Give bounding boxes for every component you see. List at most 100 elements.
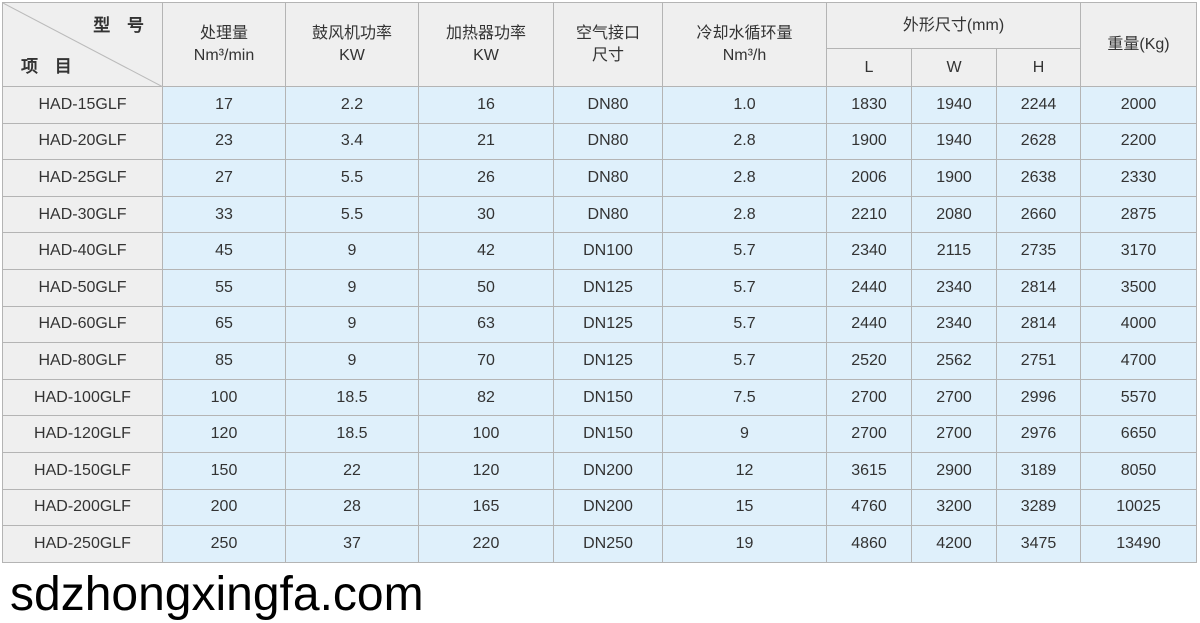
table-cell: 22 — [285, 451, 419, 490]
dim-w-header: W — [911, 48, 997, 87]
table-row: HAD-100GLF 100 18.5 82 DN150 7.5 2700 2700 2996 5… — [2, 378, 1197, 417]
table-cell: DN125 — [553, 305, 663, 344]
table-cell: 250 — [162, 525, 286, 563]
table-cell: 28 — [285, 488, 419, 527]
dims-header: 外形尺寸(mm) — [826, 2, 1081, 49]
table-cell: 2996 — [996, 378, 1081, 417]
table-cell: 9 — [285, 305, 419, 344]
table-cell: 5.5 — [285, 159, 419, 197]
corner-top-label: 型 号 — [93, 16, 150, 35]
model-cell: HAD-15GLF — [2, 86, 163, 124]
table-cell: DN125 — [553, 342, 663, 380]
table-cell: 4200 — [911, 525, 997, 563]
model-cell: HAD-25GLF — [2, 159, 163, 197]
table-cell: 63 — [418, 305, 554, 344]
table-cell: 1940 — [911, 86, 997, 124]
table-cell: 23 — [162, 122, 286, 161]
table-cell: 18.5 — [285, 378, 419, 417]
table-cell: 18.5 — [285, 415, 419, 453]
table-row: HAD-25GLF 27 5.5 26 DN80 2.8 2006 1900 2638 2330 — [2, 159, 1197, 197]
table-cell: 3615 — [826, 451, 912, 490]
table-row: HAD-20GLF 23 3.4 21 DN80 2.8 1900 1940 2628 2200 — [2, 122, 1197, 161]
model-cell: HAD-20GLF — [2, 122, 163, 161]
table-cell: 2700 — [911, 378, 997, 417]
table-cell: 33 — [162, 195, 286, 234]
table-cell: 2340 — [911, 305, 997, 344]
table-cell: 2330 — [1080, 159, 1197, 197]
watermark: sdzhongxingfa.com — [10, 567, 424, 621]
table-row: HAD-50GLF 55 9 50 DN125 5.7 2440 2340 2814 3500 — [2, 268, 1197, 307]
table-cell: 10025 — [1080, 488, 1197, 527]
model-cell: HAD-200GLF — [2, 488, 163, 527]
table-cell: 2976 — [996, 415, 1081, 453]
table-cell: 9 — [285, 232, 419, 270]
table-cell: 4700 — [1080, 342, 1197, 380]
table-cell: 45 — [162, 232, 286, 270]
table-cell: 1940 — [911, 122, 997, 161]
col-header: 空气接口 尺寸 — [553, 2, 663, 87]
model-cell: HAD-100GLF — [2, 378, 163, 417]
table-cell: 55 — [162, 268, 286, 307]
table-cell: 5.7 — [662, 305, 827, 344]
table-cell: 4000 — [1080, 305, 1197, 344]
table-cell: 3.4 — [285, 122, 419, 161]
table-cell: 2900 — [911, 451, 997, 490]
table-cell: 100 — [162, 378, 286, 417]
table-cell: 2751 — [996, 342, 1081, 380]
table-cell: 26 — [418, 159, 554, 197]
table-cell: DN150 — [553, 415, 663, 453]
table-cell: 82 — [418, 378, 554, 417]
table-row: HAD-40GLF 45 9 42 DN100 5.7 2340 2115 2735 3170 — [2, 232, 1197, 270]
table-cell: DN80 — [553, 86, 663, 124]
weight-header: 重量(Kg) — [1080, 2, 1197, 87]
table-cell: 13490 — [1080, 525, 1197, 563]
table-cell: 5.7 — [662, 232, 827, 270]
table-cell: 2340 — [826, 232, 912, 270]
table-row: HAD-30GLF 33 5.5 30 DN80 2.8 2210 2080 2660 2875 — [2, 195, 1197, 234]
table-row: HAD-80GLF 85 9 70 DN125 5.7 2520 2562 2751 4700 — [2, 342, 1197, 380]
table-cell: 2000 — [1080, 86, 1197, 124]
model-cell: HAD-40GLF — [2, 232, 163, 270]
table-cell: 2700 — [826, 378, 912, 417]
table-cell: DN150 — [553, 378, 663, 417]
table-cell: 2562 — [911, 342, 997, 380]
table-cell: 2875 — [1080, 195, 1197, 234]
table-cell: 2115 — [911, 232, 997, 270]
table-cell: DN80 — [553, 122, 663, 161]
table-cell: 3289 — [996, 488, 1081, 527]
table-cell: 2700 — [826, 415, 912, 453]
dim-h-header: H — [996, 48, 1081, 87]
table-cell: 9 — [662, 415, 827, 453]
table-cell: 1.0 — [662, 86, 827, 124]
table-cell: 30 — [418, 195, 554, 234]
table-cell: 12 — [662, 451, 827, 490]
table-cell: 50 — [418, 268, 554, 307]
table-cell: 4860 — [826, 525, 912, 563]
table-row: HAD-60GLF 65 9 63 DN125 5.7 2440 2340 2814 4000 — [2, 305, 1197, 344]
model-cell: HAD-250GLF — [2, 525, 163, 563]
table-cell: 16 — [418, 86, 554, 124]
model-cell: HAD-150GLF — [2, 451, 163, 490]
table-cell: 2210 — [826, 195, 912, 234]
table-cell: 9 — [285, 268, 419, 307]
table-cell: DN100 — [553, 232, 663, 270]
corner-header: 型 号 项 目 — [2, 2, 163, 87]
table-cell: 1900 — [826, 122, 912, 161]
table-cell: 2006 — [826, 159, 912, 197]
table-cell: 21 — [418, 122, 554, 161]
table-cell: 2.8 — [662, 159, 827, 197]
table-cell: DN250 — [553, 525, 663, 563]
table-cell: 37 — [285, 525, 419, 563]
table-cell: 3189 — [996, 451, 1081, 490]
table-cell: 165 — [418, 488, 554, 527]
col-header: 冷却水循环量 Nm³/h — [662, 2, 827, 87]
table-cell: 2200 — [1080, 122, 1197, 161]
table-cell: 3475 — [996, 525, 1081, 563]
corner-bottom-label: 项 目 — [21, 57, 78, 76]
table-cell: 2628 — [996, 122, 1081, 161]
table-cell: DN200 — [553, 488, 663, 527]
model-cell: HAD-120GLF — [2, 415, 163, 453]
table-cell: 1900 — [911, 159, 997, 197]
dim-l-header: L — [826, 48, 912, 87]
table-cell: 2244 — [996, 86, 1081, 124]
